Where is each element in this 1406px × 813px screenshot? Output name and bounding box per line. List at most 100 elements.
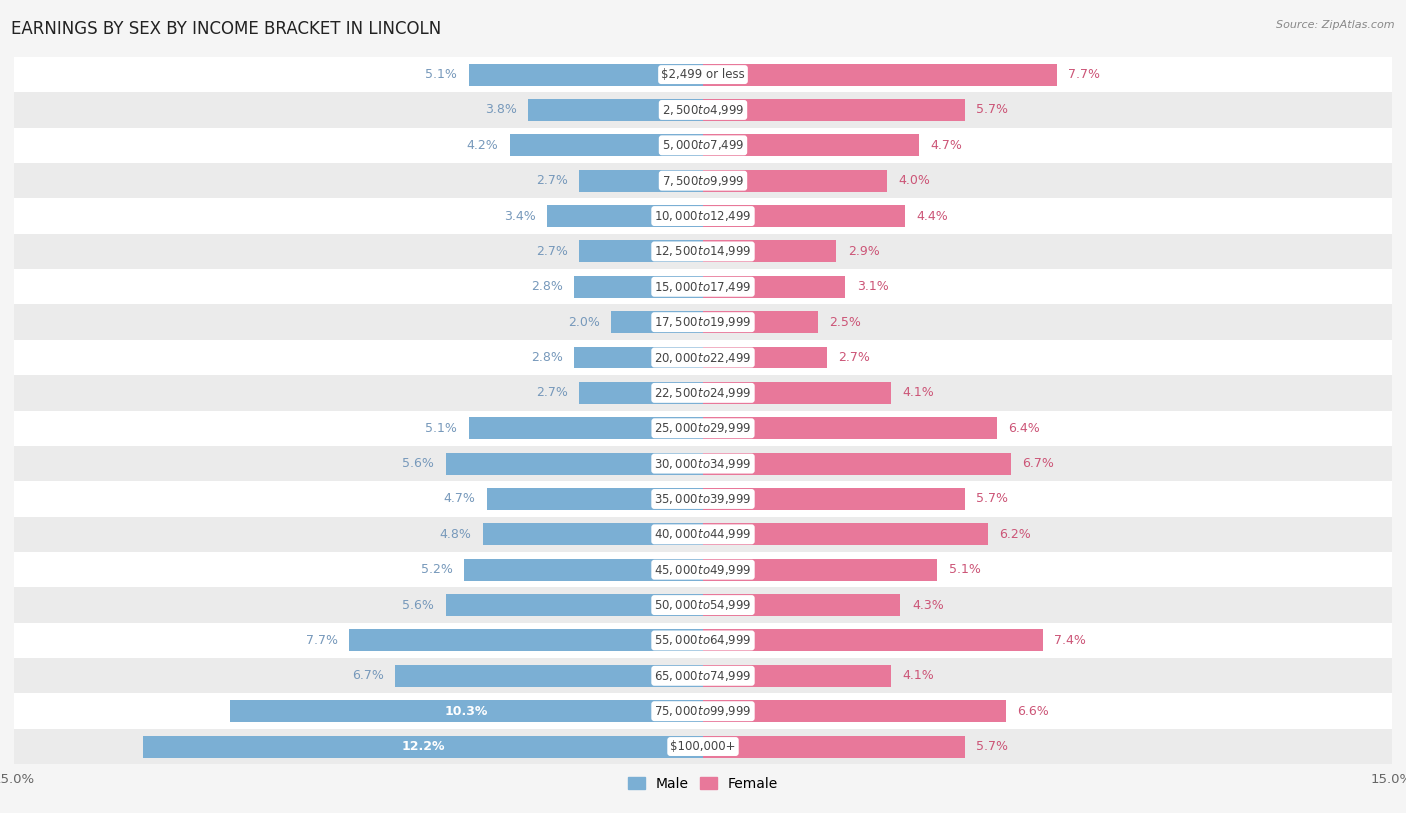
Bar xyxy=(703,346,827,368)
Text: 4.0%: 4.0% xyxy=(898,174,931,187)
Text: 4.7%: 4.7% xyxy=(931,139,962,152)
Text: $12,500 to $14,999: $12,500 to $14,999 xyxy=(654,245,752,259)
Text: 3.1%: 3.1% xyxy=(856,280,889,293)
Text: 4.2%: 4.2% xyxy=(467,139,499,152)
Text: 12.2%: 12.2% xyxy=(401,740,444,753)
Text: 4.1%: 4.1% xyxy=(903,386,935,399)
Bar xyxy=(231,700,703,722)
Bar xyxy=(142,736,703,758)
Bar xyxy=(703,594,900,616)
Bar xyxy=(703,736,965,758)
Text: $17,500 to $19,999: $17,500 to $19,999 xyxy=(654,315,752,329)
Bar xyxy=(14,481,1392,517)
Text: 6.7%: 6.7% xyxy=(352,669,384,682)
Text: $100,000+: $100,000+ xyxy=(671,740,735,753)
Text: 10.3%: 10.3% xyxy=(444,705,488,718)
Bar xyxy=(703,488,965,510)
Text: 7.7%: 7.7% xyxy=(307,634,337,647)
Text: 5.2%: 5.2% xyxy=(420,563,453,576)
Text: $25,000 to $29,999: $25,000 to $29,999 xyxy=(654,421,752,435)
Text: 5.6%: 5.6% xyxy=(402,457,434,470)
Text: $15,000 to $17,499: $15,000 to $17,499 xyxy=(654,280,752,293)
Bar xyxy=(703,382,891,404)
Bar xyxy=(14,446,1392,481)
Bar xyxy=(703,665,891,687)
Bar xyxy=(468,63,703,85)
Text: 2.7%: 2.7% xyxy=(536,245,568,258)
Text: $7,500 to $9,999: $7,500 to $9,999 xyxy=(662,174,744,188)
Text: 5.7%: 5.7% xyxy=(976,493,1008,506)
Text: $65,000 to $74,999: $65,000 to $74,999 xyxy=(654,669,752,683)
Text: 6.2%: 6.2% xyxy=(1000,528,1031,541)
Bar xyxy=(703,170,887,192)
Text: 7.4%: 7.4% xyxy=(1054,634,1087,647)
Text: 2.7%: 2.7% xyxy=(536,174,568,187)
Bar xyxy=(529,99,703,121)
Bar xyxy=(14,340,1392,375)
Legend: Male, Female: Male, Female xyxy=(623,771,783,796)
Text: 5.1%: 5.1% xyxy=(426,68,457,81)
Bar xyxy=(703,99,965,121)
Text: $50,000 to $54,999: $50,000 to $54,999 xyxy=(654,598,752,612)
Bar xyxy=(579,170,703,192)
Bar xyxy=(703,524,988,546)
Bar xyxy=(482,524,703,546)
Text: $45,000 to $49,999: $45,000 to $49,999 xyxy=(654,563,752,576)
Bar xyxy=(14,198,1392,234)
Text: 2.8%: 2.8% xyxy=(531,351,562,364)
Text: 2.7%: 2.7% xyxy=(838,351,870,364)
Bar xyxy=(14,376,1392,411)
Text: 5.1%: 5.1% xyxy=(426,422,457,435)
Text: $5,000 to $7,499: $5,000 to $7,499 xyxy=(662,138,744,152)
Text: 6.4%: 6.4% xyxy=(1008,422,1040,435)
Text: EARNINGS BY SEX BY INCOME BRACKET IN LINCOLN: EARNINGS BY SEX BY INCOME BRACKET IN LIN… xyxy=(11,20,441,38)
Bar xyxy=(395,665,703,687)
Text: $30,000 to $34,999: $30,000 to $34,999 xyxy=(654,457,752,471)
Text: 3.8%: 3.8% xyxy=(485,103,517,116)
Text: 2.8%: 2.8% xyxy=(531,280,562,293)
Text: $35,000 to $39,999: $35,000 to $39,999 xyxy=(654,492,752,506)
Text: $10,000 to $12,499: $10,000 to $12,499 xyxy=(654,209,752,223)
Bar xyxy=(14,57,1392,92)
Bar xyxy=(579,382,703,404)
Text: 4.7%: 4.7% xyxy=(444,493,475,506)
Bar xyxy=(703,276,845,298)
Text: $40,000 to $44,999: $40,000 to $44,999 xyxy=(654,528,752,541)
Bar xyxy=(349,629,703,651)
Text: 4.4%: 4.4% xyxy=(917,210,948,223)
Bar xyxy=(547,205,703,227)
Bar xyxy=(14,163,1392,198)
Bar xyxy=(468,417,703,439)
Bar xyxy=(486,488,703,510)
Bar xyxy=(703,700,1007,722)
Text: 5.7%: 5.7% xyxy=(976,103,1008,116)
Text: 2.5%: 2.5% xyxy=(830,315,862,328)
Bar xyxy=(575,276,703,298)
Text: 5.1%: 5.1% xyxy=(949,563,980,576)
Bar xyxy=(14,552,1392,587)
Text: 2.0%: 2.0% xyxy=(568,315,599,328)
Text: 6.6%: 6.6% xyxy=(1018,705,1049,718)
Bar xyxy=(14,623,1392,659)
Bar xyxy=(703,417,997,439)
Text: Source: ZipAtlas.com: Source: ZipAtlas.com xyxy=(1277,20,1395,30)
Bar xyxy=(464,559,703,580)
Text: 4.8%: 4.8% xyxy=(439,528,471,541)
Bar xyxy=(14,92,1392,128)
Text: 4.1%: 4.1% xyxy=(903,669,935,682)
Bar xyxy=(14,729,1392,764)
Bar xyxy=(703,63,1057,85)
Text: 4.3%: 4.3% xyxy=(912,598,943,611)
Bar xyxy=(703,241,837,263)
Text: 5.7%: 5.7% xyxy=(976,740,1008,753)
Bar xyxy=(14,411,1392,446)
Bar xyxy=(446,453,703,475)
Bar xyxy=(14,659,1392,693)
Bar xyxy=(14,233,1392,269)
Bar xyxy=(446,594,703,616)
Bar xyxy=(14,587,1392,623)
Text: $2,499 or less: $2,499 or less xyxy=(661,68,745,81)
Bar xyxy=(14,517,1392,552)
Bar xyxy=(703,134,920,156)
Text: $22,500 to $24,999: $22,500 to $24,999 xyxy=(654,386,752,400)
